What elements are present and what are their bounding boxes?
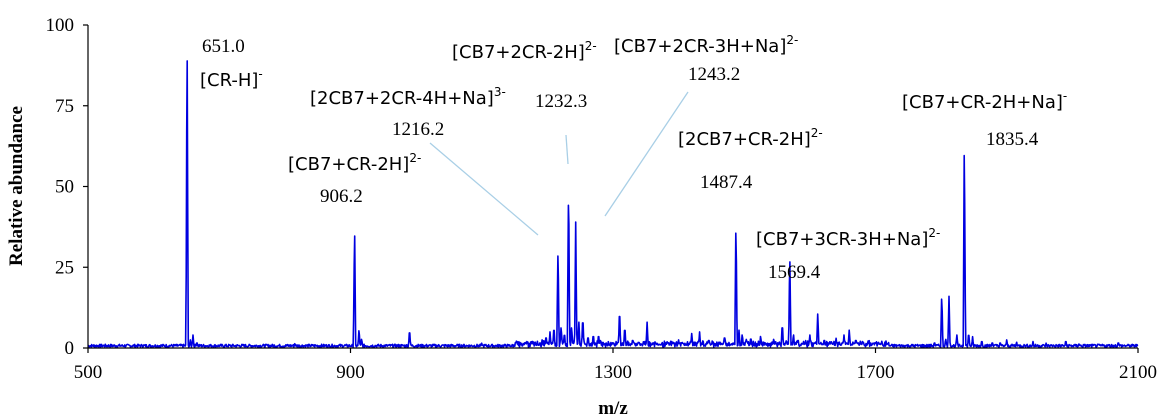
peak-mz-label: 1216.2 [392, 119, 444, 140]
ticks: 500 900 1300 1700 2100 0 25 50 75 100 [46, 15, 1158, 383]
annotations: 651.0[CR-H]-906.2[CB7+CR-2H]2-1216.2[2CB… [200, 33, 1067, 283]
peak-ion-label: [CR-H]- [200, 67, 263, 91]
y-tick-label: 75 [55, 96, 74, 117]
peak-ion-label: [CB7+3CR-3H+Na]2- [756, 226, 940, 250]
peak-mz-label: 1232.3 [535, 91, 587, 112]
spectrum-trace [87, 60, 1139, 348]
peak-annotation: 906.2 [CB7+CR-2H]2- [288, 151, 421, 207]
peak-mz-label: 1487.4 [700, 172, 753, 193]
ion-formula: [2CB7+CR-2H] [678, 129, 811, 150]
ion-charge: 3- [494, 85, 506, 99]
x-tick-label: 900 [336, 362, 365, 383]
ion-charge: 2- [585, 39, 597, 53]
ion-charge: 2- [811, 126, 823, 140]
x-tick-label: 500 [74, 362, 103, 383]
peak-annotation: 651.0 [CR-H]- [200, 36, 263, 91]
plot-area [87, 60, 1139, 348]
leader-line [429, 142, 539, 236]
ion-charge: 2- [409, 151, 421, 165]
ion-charge: - [1063, 89, 1067, 103]
ion-formula: [CR-H] [200, 70, 258, 91]
peak-annotation: 1243.2 [CB7+2CR-3H+Na]2- [614, 33, 798, 85]
ion-charge: - [258, 67, 262, 81]
peak-mz-label: 1243.2 [688, 64, 740, 85]
ion-formula: [CB7+CR-2H+Na] [902, 92, 1063, 113]
peak-annotation: 1216.2 [2CB7+2CR-4H+Na]3- [310, 85, 506, 140]
peak-mz-label: 1569.4 [768, 262, 821, 283]
ion-formula: [CB7+CR-2H] [288, 154, 409, 175]
ion-formula: [2CB7+2CR-4H+Na] [310, 88, 494, 109]
peak-mz-label: 906.2 [320, 186, 363, 207]
peak-annotation: 1835.4 [CB7+CR-2H+Na]- [902, 89, 1067, 150]
x-axis-title: m/z [598, 398, 628, 417]
leader-line [604, 91, 689, 217]
ion-formula: [CB7+3CR-3H+Na] [756, 229, 928, 250]
ion-formula: [CB7+2CR-3H+Na] [614, 36, 786, 57]
peak-annotation: 1569.4 [CB7+3CR-3H+Na]2- [756, 226, 940, 283]
ion-charge: 2- [928, 226, 940, 240]
y-tick-label: 50 [55, 177, 74, 198]
peak-ion-label: [CB7+2CR-3H+Na]2- [614, 33, 798, 57]
ion-formula: [CB7+2CR-2H] [452, 42, 585, 63]
peak-ion-label: [CB7+2CR-2H]2- [452, 39, 597, 63]
y-tick-label: 100 [46, 15, 75, 36]
peak-annotation: 1232.3 [CB7+2CR-2H]2- [452, 39, 597, 112]
peak-mz-label: 1835.4 [986, 129, 1039, 150]
x-tick-label: 1300 [594, 362, 632, 383]
peak-annotation: 1487.4 [2CB7+CR-2H]2- [678, 126, 823, 193]
y-tick-label: 25 [55, 257, 74, 278]
peak-ion-label: [CB7+CR-2H+Na]- [902, 89, 1067, 113]
x-tick-label: 1700 [857, 362, 895, 383]
peak-ion-label: [2CB7+CR-2H]2- [678, 126, 823, 150]
ion-charge: 2- [786, 33, 798, 47]
x-tick-label: 2100 [1119, 362, 1157, 383]
peak-ion-label: [2CB7+2CR-4H+Na]3- [310, 85, 506, 109]
y-tick-label: 0 [65, 338, 75, 359]
peak-ion-label: [CB7+CR-2H]2- [288, 151, 421, 175]
y-axis-title: Relative abundance [6, 106, 27, 266]
leader-line [565, 134, 569, 165]
peak-mz-label: 651.0 [202, 36, 245, 57]
